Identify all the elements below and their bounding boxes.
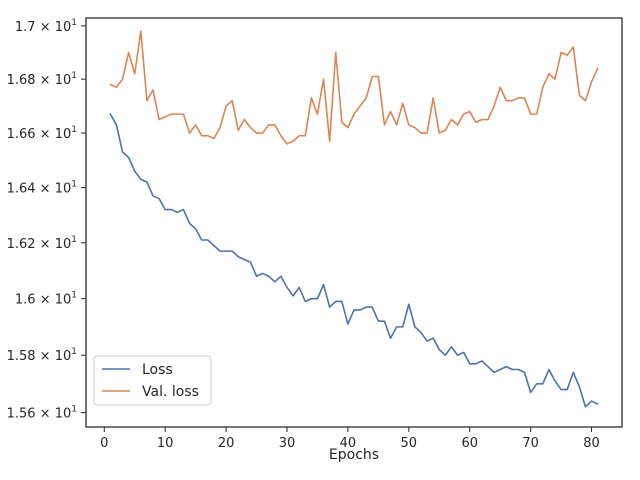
x-tick-label: 30 <box>279 436 296 451</box>
x-tick-label: 70 <box>522 436 539 451</box>
y-axis-ticks: 1.56 × 101 1.58 × 101 1.6 × 101 1.62 × 101 1… <box>7 18 86 422</box>
x-tick-label: 40 <box>340 436 357 451</box>
y-tick-label: 1.62 × 101 <box>7 235 77 252</box>
y-tick-label: 1.66 × 101 <box>7 125 77 142</box>
x-tick-label: 0 <box>100 436 108 451</box>
x-tick-label: 60 <box>461 436 478 451</box>
x-axis-label: Epochs <box>329 447 379 463</box>
series-line-1 <box>109 113 599 408</box>
x-axis-ticks: 0 10 20 30 40 50 60 70 80 <box>100 427 600 451</box>
plot-frame <box>85 17 623 428</box>
y-tick-label: 1.68 × 101 <box>7 71 77 88</box>
y-tick-label: 1.56 × 101 <box>7 405 77 422</box>
x-tick-label: 20 <box>218 436 235 451</box>
series-line-2 <box>109 30 599 145</box>
x-tick-label: 80 <box>583 436 600 451</box>
y-tick-label: 1.64 × 101 <box>7 180 77 197</box>
x-tick-label: 50 <box>401 436 418 451</box>
series-layer <box>109 30 599 408</box>
legend-label-1: Loss <box>142 362 173 378</box>
y-tick-label: 1.6 × 101 <box>15 291 77 308</box>
legend: Loss Val. loss <box>93 355 212 406</box>
legend-label-2: Val. loss <box>142 384 199 400</box>
y-tick-label: 1.58 × 101 <box>7 347 77 364</box>
x-tick-label: 10 <box>157 436 174 451</box>
y-tick-label: 1.7 × 101 <box>15 18 77 35</box>
